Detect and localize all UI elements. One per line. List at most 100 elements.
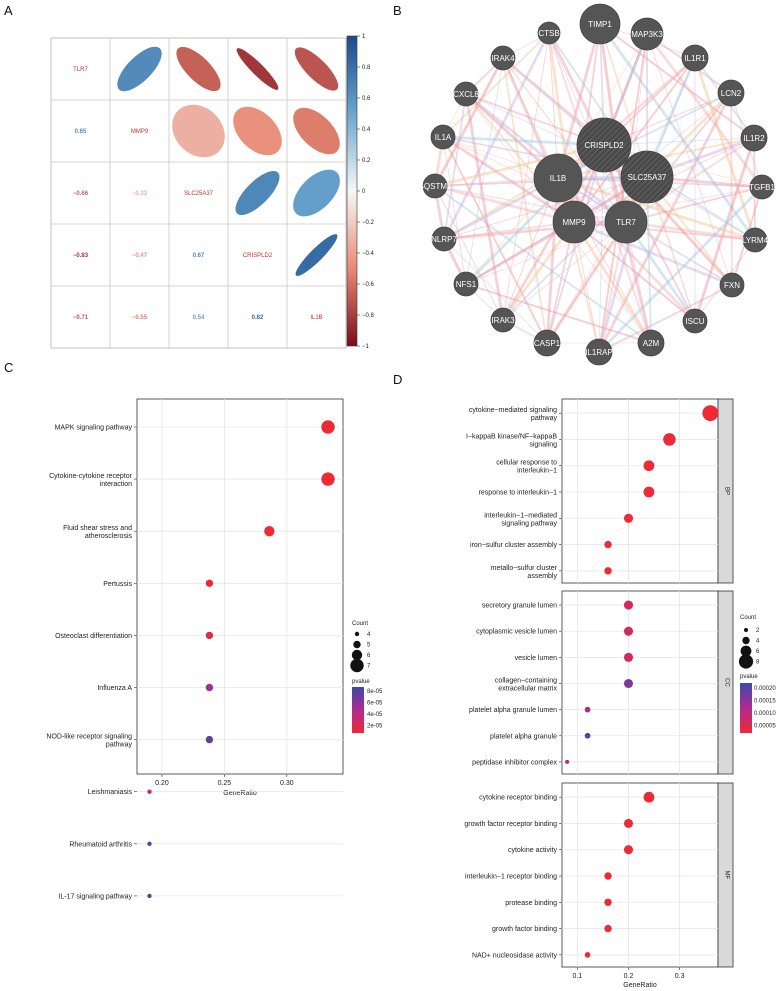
corr-value-label: −0.47	[132, 253, 148, 259]
term-label-line: iron−sulfur cluster assembly	[470, 542, 557, 549]
term-label-line: Influenza A	[97, 685, 132, 692]
network-edge	[625, 186, 763, 223]
panel-label-b: B	[393, 3, 402, 18]
term-label-line: cytoplasmic vesicle lumen	[476, 629, 557, 636]
node-label-irak3: IRAK3	[491, 316, 515, 325]
term-label-line: cellular response to	[496, 460, 557, 467]
diagonal-label-il1b: IL1B	[310, 315, 322, 321]
corr-value-label: 0.54	[193, 315, 205, 321]
go-dotplot: BP cytokine−mediated signaling pathway I−ka…	[464, 398, 776, 989]
network-edge	[573, 220, 733, 287]
dot	[321, 472, 335, 486]
corr-value-label: 0.65	[75, 129, 87, 135]
count-legend-dot	[738, 654, 754, 669]
corr-ellipse	[295, 234, 338, 276]
network-edge	[573, 186, 763, 223]
count-legend-dot	[740, 645, 752, 657]
node-label-il1rap: IL1RAP	[585, 348, 613, 357]
term-label: cellular response to interleukin−1	[496, 460, 557, 475]
node-label-ctsb: CTSB	[538, 29, 559, 38]
term-label-line: cytokine activity	[508, 847, 558, 854]
term-label-line: vesicle lumen	[515, 655, 558, 662]
panel-label-c: C	[4, 360, 13, 375]
colorbar-tick-label: 0.2	[362, 158, 371, 164]
network-edge	[502, 221, 627, 321]
pvalue-legend-label: 0.00010	[754, 711, 776, 717]
node-slc25a37	[620, 150, 674, 204]
pvalue-legend-title: pvalue	[740, 674, 758, 680]
node-label-iscu: ISCU	[685, 317, 704, 326]
network-edge	[434, 184, 575, 224]
dot	[205, 579, 214, 587]
dot	[623, 818, 634, 828]
term-label: Leishmaniasis	[88, 789, 133, 796]
node-label-fxn: FXN	[724, 281, 740, 290]
network-edge	[465, 221, 627, 285]
dot	[565, 759, 570, 764]
node-map3k3	[630, 17, 664, 51]
term-label-line: extracellular matrix	[498, 686, 557, 693]
node-irak4	[490, 45, 516, 71]
node-nfs1	[453, 271, 479, 297]
network-edge	[573, 221, 600, 353]
corr-value-label: −0.55	[132, 315, 148, 321]
term-label-line: interleukin−1 receptor binding	[465, 874, 557, 881]
node-tgfb1	[749, 174, 775, 200]
dot	[623, 600, 634, 610]
network-edge	[502, 57, 627, 223]
corr-value-label: −0.66	[73, 191, 89, 197]
node-label-sqstm1: SQSTM1	[419, 182, 452, 191]
term-label: interleukin−1−mediated signaling pathway	[484, 512, 557, 527]
node-label-slc25a37: SLC25A37	[628, 173, 667, 182]
term-label-line: interleukin−1−mediated	[484, 512, 557, 519]
term-label: IL-17 signaling pathway	[58, 893, 132, 900]
facet-frame	[561, 590, 719, 775]
term-label-line: platelet alpha granule lumen	[469, 707, 557, 714]
pvalue-legend-label: 0.00020	[754, 686, 776, 692]
term-label-line: platelet alpha granule	[490, 733, 557, 740]
term-label: cytokine receptor binding	[479, 795, 557, 802]
dot	[604, 567, 612, 575]
term-label: Rheumatoid arthritis	[69, 841, 132, 848]
corr-value-label: −0.71	[73, 315, 89, 321]
node-label-timp1: TIMP1	[588, 20, 612, 29]
node-lcn2	[717, 79, 745, 107]
node-label-il1r2: IL1R2	[743, 134, 765, 143]
term-label-line: peptidase inhibitor complex	[472, 759, 557, 766]
network-edge	[434, 185, 504, 321]
matrix-frame	[50, 37, 347, 349]
count-legend-label: 8	[756, 660, 760, 666]
node-cxcl8	[453, 81, 479, 107]
network-edge	[443, 221, 575, 240]
dot	[604, 540, 612, 549]
node-nlrp7	[431, 226, 457, 252]
dot	[584, 706, 591, 713]
node-iscu	[682, 308, 708, 334]
network-edge	[598, 284, 733, 353]
network-edge	[598, 23, 757, 241]
node-il1r1	[681, 44, 709, 72]
term-label-line: Osteoclast differentiation	[55, 633, 132, 640]
facet-strip-label: BP	[724, 487, 730, 495]
node-mmp9	[552, 200, 596, 244]
network-edge	[646, 33, 733, 286]
facet-frame	[561, 398, 719, 584]
network-edge	[443, 176, 648, 240]
network-edge	[598, 186, 763, 353]
pvalue-legend-label: 4e-05	[367, 712, 383, 718]
network-edge	[443, 93, 467, 240]
network-edge	[598, 221, 627, 353]
facet-strip	[717, 398, 734, 584]
term-label-line: pathway	[106, 742, 133, 749]
network-edge	[598, 33, 648, 353]
corr-ellipse	[117, 46, 162, 92]
network-edge	[465, 57, 504, 285]
term-label: cytokine activity	[508, 847, 558, 854]
network-edge	[442, 135, 575, 224]
network-edge	[545, 177, 560, 344]
term-label-line: interleukin−1	[517, 468, 557, 475]
network-edge	[502, 177, 559, 321]
count-legend-label: 2	[756, 628, 760, 634]
diagonal-label-slc25a37: SLC25A37	[184, 191, 214, 197]
term-label-line: Pertussis	[103, 581, 132, 588]
